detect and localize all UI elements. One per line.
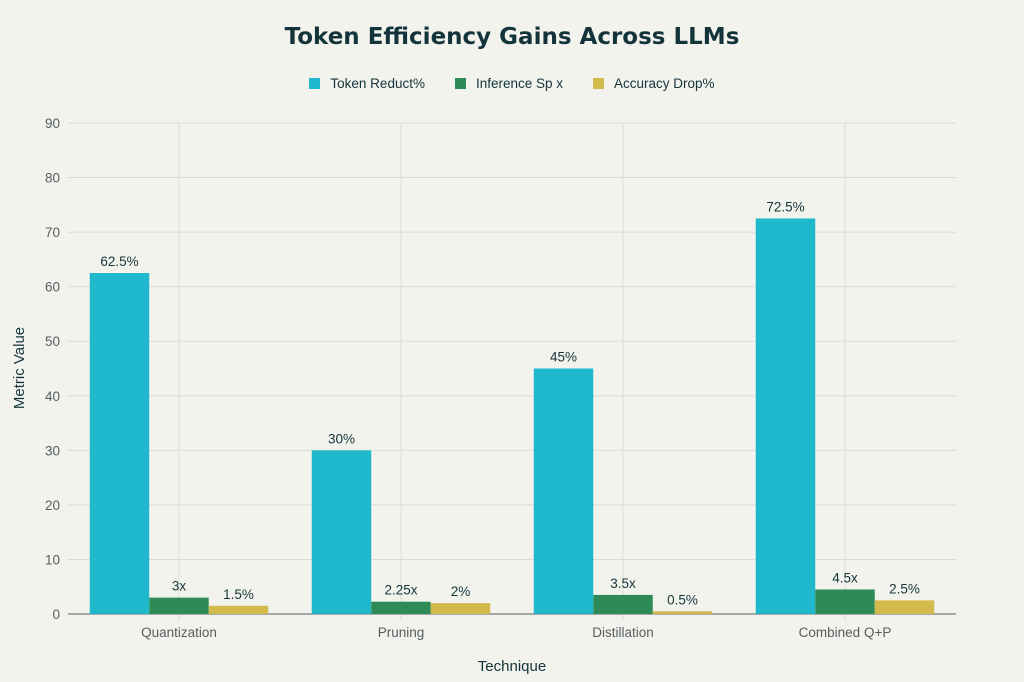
chart-title: Token Efficiency Gains Across LLMs: [284, 24, 740, 50]
bar: [208, 605, 269, 614]
data-label: 0.5%: [667, 592, 698, 607]
data-label: 45%: [550, 350, 577, 365]
data-label: 30%: [328, 431, 355, 446]
data-label: 4.5x: [832, 570, 858, 585]
data-label: 3.5x: [610, 576, 636, 591]
data-label: 2%: [451, 584, 471, 599]
bar: [815, 589, 875, 614]
data-label: 62.5%: [100, 254, 138, 269]
legend-label: Token Reduct%: [330, 76, 425, 91]
legend-item-accuracy-drop[interactable]: Accuracy Drop%: [593, 76, 715, 91]
data-label: 2.25x: [384, 583, 417, 598]
bar: [593, 594, 653, 614]
bar: [149, 597, 209, 614]
y-tick-label: 40: [45, 389, 60, 404]
data-label: 72.5%: [766, 199, 804, 214]
y-tick-label: 80: [45, 171, 60, 186]
legend-label: Inference Sp x: [475, 76, 564, 91]
legend-item-inference-sp[interactable]: Inference Sp x: [454, 76, 564, 91]
bar: [533, 368, 594, 614]
x-tick-label: Distillation: [592, 625, 654, 640]
y-tick-label: 50: [45, 334, 60, 349]
y-tick-label: 60: [45, 280, 60, 295]
bar: [874, 600, 935, 614]
data-label: 1.5%: [223, 587, 254, 602]
bar: [430, 603, 491, 614]
x-axis-label: Technique: [478, 658, 546, 675]
legend-swatch: [454, 78, 466, 89]
y-tick-label: 20: [45, 498, 60, 513]
bar: [652, 611, 713, 614]
bar: [89, 273, 150, 614]
x-tick-label: Combined Q+P: [799, 625, 892, 640]
x-tick-label: Quantization: [141, 625, 217, 640]
legend-item-token-reduct[interactable]: Token Reduct%: [309, 76, 425, 91]
legend: Token Reduct% Inference Sp x Accuracy Dr…: [0, 76, 1024, 91]
legend-label: Accuracy Drop%: [614, 76, 715, 91]
legend-swatch: [309, 78, 321, 89]
legend-swatch: [593, 78, 605, 89]
y-tick-label: 90: [45, 116, 60, 131]
y-tick-label: 30: [45, 443, 60, 458]
y-tick-label: 10: [45, 552, 60, 567]
data-label: 3x: [172, 579, 187, 594]
bar: [755, 218, 816, 614]
y-tick-label: 0: [52, 607, 60, 622]
y-tick-label: 70: [45, 225, 60, 240]
bar: [371, 601, 431, 614]
bar: [311, 450, 372, 614]
data-label: 2.5%: [889, 581, 920, 596]
x-tick-label: Pruning: [378, 625, 425, 640]
y-axis-label: Metric Value: [11, 327, 28, 409]
